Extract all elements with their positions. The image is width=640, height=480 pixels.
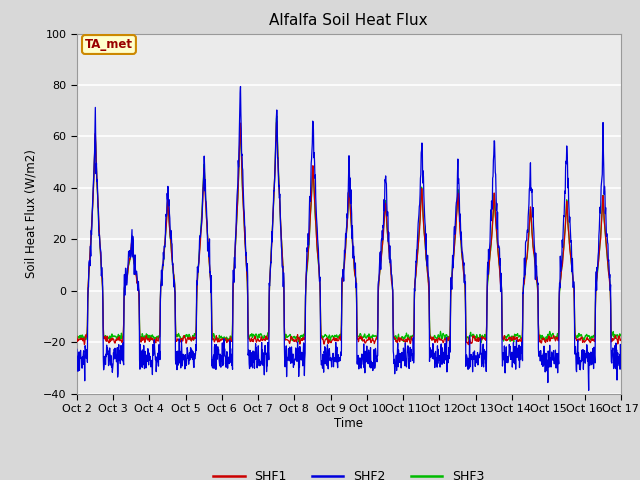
Legend: SHF1, SHF2, SHF3: SHF1, SHF2, SHF3 xyxy=(209,465,489,480)
Title: Alfalfa Soil Heat Flux: Alfalfa Soil Heat Flux xyxy=(269,13,428,28)
Text: TA_met: TA_met xyxy=(85,38,133,51)
Y-axis label: Soil Heat Flux (W/m2): Soil Heat Flux (W/m2) xyxy=(24,149,37,278)
X-axis label: Time: Time xyxy=(334,417,364,430)
